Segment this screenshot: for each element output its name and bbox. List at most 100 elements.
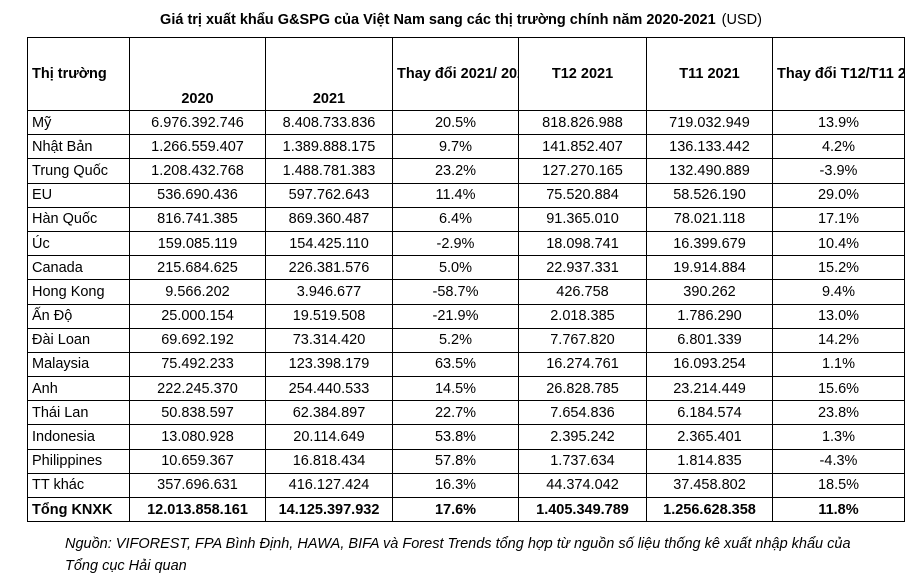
cell-t11: 136.133.442 [646,134,773,160]
cell-2021: 254.440.533 [265,376,393,402]
cell-2021: 597.762.643 [265,182,393,208]
table-row: Philippines 10.659.367 16.818.434 57.8% 1.73… [27,448,905,474]
cell-t12: 22.937.331 [518,255,647,281]
cell-change-mom: 23.8% [772,400,905,426]
cell-market: Canada [27,255,130,281]
cell-2020: 75.492.233 [129,351,266,378]
cell-2020: 215.684.625 [129,255,266,281]
cell-2020: 1.266.559.407 [129,134,266,160]
cell-change-yoy: 23.2% [392,158,519,184]
cell-change-mom: 10.4% [772,230,905,257]
table-row: EU 536.690.436 597.762.643 11.4% 75.520.884 5… [27,182,905,208]
cell-change-mom: -4.3% [772,448,905,474]
cell-t11: 1.256.628.358 [646,496,773,523]
cell-2021: 416.127.424 [265,472,393,499]
cell-2021: 154.425.110 [265,230,393,257]
cell-t11: 1.786.290 [646,303,773,329]
cell-change-yoy: 57.8% [392,448,519,474]
cell-t11: 37.458.802 [646,472,773,499]
cell-market: Ấn Độ [27,303,130,329]
cell-market: Thái Lan [27,400,130,426]
cell-change-mom: 14.2% [772,327,905,353]
cell-change-yoy: 22.7% [392,400,519,426]
cell-2021: 14.125.397.932 [265,496,393,523]
cell-2020: 50.838.597 [129,400,266,426]
table-row: Canada 215.684.625 226.381.576 5.0% 22.937.3… [27,255,905,281]
cell-t12: 26.828.785 [518,376,647,402]
cell-t11: 19.914.884 [646,255,773,281]
cell-change-yoy: 9.7% [392,134,519,160]
cell-change-yoy: 53.8% [392,424,519,450]
cell-market: Nhật Bản [27,134,130,160]
cell-t12: 91.365.010 [518,206,647,232]
cell-market: Tổng KNXK [27,496,130,523]
cell-2020: 159.085.119 [129,230,266,257]
cell-2021: 62.384.897 [265,400,393,426]
cell-change-yoy: 5.2% [392,327,519,353]
cell-change-yoy: -21.9% [392,303,519,329]
table-row: Nhật Bản 1.266.559.407 1.389.888.175 9.7% 14… [27,134,905,160]
table-row: Ấn Độ 25.000.154 19.519.508 -21.9% 2.018.385… [27,303,905,329]
cell-change-yoy: 14.5% [392,376,519,402]
cell-2021: 16.818.434 [265,448,393,474]
table-row: Thái Lan 50.838.597 62.384.897 22.7% 7.654.8… [27,400,905,426]
cell-change-mom: 15.6% [772,376,905,402]
cell-change-yoy: 5.0% [392,255,519,281]
cell-market: Malaysia [27,351,130,378]
cell-t12: 75.520.884 [518,182,647,208]
table-row: Indonesia 13.080.928 20.114.649 53.8% 2.395.… [27,424,905,450]
cell-change-mom: 18.5% [772,472,905,499]
cell-2020: 816.741.385 [129,206,266,232]
cell-t12: 44.374.042 [518,472,647,499]
cell-t12: 141.852.407 [518,134,647,160]
header-market: Thị trường [27,37,130,111]
source-note: Nguồn: VIFOREST, FPA Bình Định, HAWA, BI… [65,536,851,574]
header-t12: T12 2021 [518,37,647,111]
cell-t11: 132.490.889 [646,158,773,184]
cell-t11: 58.526.190 [646,182,773,208]
total-row: Tổng KNXK 12.013.858.161 14.125.397.932 17.… [27,496,905,523]
cell-change-yoy: 63.5% [392,351,519,378]
cell-change-yoy: 16.3% [392,472,519,499]
header-2021: 2021 [265,37,393,111]
cell-t11: 2.365.401 [646,424,773,450]
cell-t12: 7.654.836 [518,400,647,426]
table-row: Mỹ 6.976.392.746 8.408.733.836 20.5% 818.826… [27,109,905,136]
table-body: Mỹ 6.976.392.746 8.408.733.836 20.5% 818.826… [27,109,905,523]
header-change-yoy: Thay đổi 2021/ 2020 (%) [392,37,519,111]
cell-t12: 18.098.741 [518,230,647,257]
header-2020: 2020 [129,37,266,111]
cell-2020: 222.245.370 [129,376,266,402]
cell-t11: 719.032.949 [646,109,773,136]
table-row: Đài Loan 69.692.192 73.314.420 5.2% 7.767.82… [27,327,905,353]
cell-2021: 73.314.420 [265,327,393,353]
cell-change-yoy: 11.4% [392,182,519,208]
cell-2021: 1.488.781.383 [265,158,393,184]
cell-2021: 123.398.179 [265,351,393,378]
cell-change-mom: 4.2% [772,134,905,160]
cell-2020: 536.690.436 [129,182,266,208]
cell-change-mom: 1.3% [772,424,905,450]
cell-change-yoy: 17.6% [392,496,519,523]
cell-2021: 869.360.487 [265,206,393,232]
cell-t11: 16.093.254 [646,351,773,378]
cell-change-mom: 13.0% [772,303,905,329]
cell-t11: 78.021.118 [646,206,773,232]
cell-2020: 13.080.928 [129,424,266,450]
cell-change-mom: -3.9% [772,158,905,184]
cell-t12: 1.737.634 [518,448,647,474]
cell-t12: 16.274.761 [518,351,647,378]
cell-change-yoy: -2.9% [392,230,519,257]
cell-market: TT khác [27,472,130,499]
cell-2020: 12.013.858.161 [129,496,266,523]
cell-2020: 1.208.432.768 [129,158,266,184]
cell-t12: 2.018.385 [518,303,647,329]
cell-2020: 10.659.367 [129,448,266,474]
cell-market: Mỹ [27,109,130,136]
cell-market: Indonesia [27,424,130,450]
cell-t12: 1.405.349.789 [518,496,647,523]
cell-t12: 2.395.242 [518,424,647,450]
table-row: Anh 222.245.370 254.440.533 14.5% 26.828.785… [27,376,905,402]
cell-t12: 818.826.988 [518,109,647,136]
cell-change-yoy: -58.7% [392,279,519,305]
